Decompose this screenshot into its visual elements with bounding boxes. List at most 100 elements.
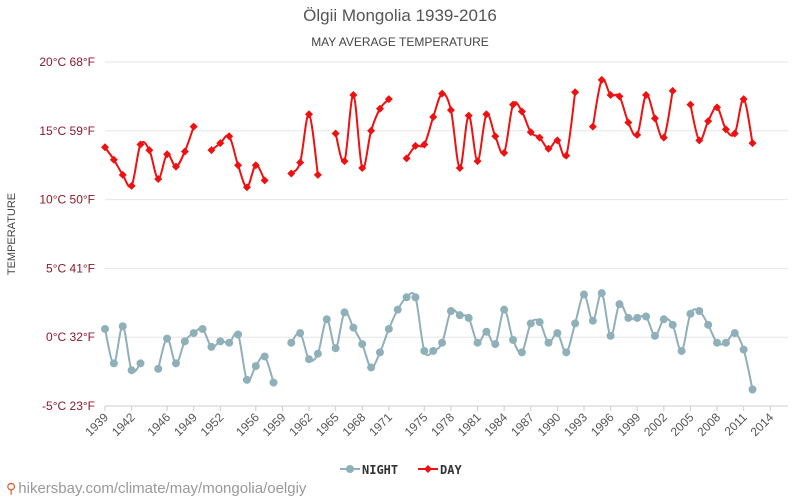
- data-point: [154, 364, 163, 373]
- data-point: [367, 126, 376, 135]
- data-point: [464, 313, 473, 322]
- data-point: [579, 290, 588, 299]
- data-point: [420, 346, 429, 355]
- data-point: [402, 154, 411, 163]
- data-point: [517, 348, 526, 357]
- data-point: [642, 91, 651, 100]
- data-point: [509, 100, 518, 109]
- x-tick-label: 1987: [508, 410, 537, 439]
- data-point: [216, 337, 225, 346]
- data-point: [615, 300, 624, 309]
- data-point: [216, 139, 225, 148]
- data-point: [668, 320, 677, 329]
- y-tick-label: 20°C 68°F: [39, 55, 95, 69]
- data-point: [562, 151, 571, 160]
- legend: NIGHT DAY: [0, 463, 800, 479]
- x-tick-label: 2014: [748, 410, 777, 439]
- data-point: [340, 308, 349, 317]
- data-point: [313, 170, 322, 179]
- data-point: [748, 385, 757, 394]
- data-point: [730, 329, 739, 338]
- data-point: [198, 324, 207, 333]
- legend-day-marker-icon: [418, 465, 438, 473]
- legend-item-night[interactable]: NIGHT: [340, 463, 398, 477]
- data-point: [358, 340, 367, 349]
- data-point: [650, 114, 659, 123]
- data-point: [686, 309, 695, 318]
- data-point: [349, 91, 358, 100]
- data-point: [101, 324, 109, 333]
- data-point: [571, 319, 580, 328]
- data-point: [420, 140, 429, 149]
- x-tick-label: 2008: [694, 410, 723, 439]
- legend-night-label: NIGHT: [362, 463, 399, 477]
- data-point: [331, 129, 340, 138]
- data-point: [287, 169, 296, 178]
- data-point: [393, 305, 402, 314]
- legend-item-day[interactable]: DAY: [418, 463, 462, 477]
- x-tick-label: 1971: [366, 410, 395, 439]
- x-tick-label: 2002: [641, 410, 670, 439]
- data-point: [473, 338, 482, 347]
- data-point: [659, 315, 668, 324]
- data-point: [375, 348, 384, 357]
- data-point: [615, 92, 624, 101]
- data-point: [695, 307, 704, 316]
- data-point: [482, 110, 491, 119]
- data-point: [375, 104, 384, 113]
- data-point: [251, 161, 260, 170]
- x-tick-label: 1993: [561, 410, 590, 439]
- data-point: [588, 316, 597, 325]
- series-line: [290, 113, 319, 175]
- data-point: [322, 315, 331, 324]
- data-point: [269, 378, 278, 387]
- data-point: [473, 157, 482, 166]
- data-point: [180, 147, 189, 156]
- series-night: [101, 289, 757, 394]
- footer-link[interactable]: ⚲ hikersbay.com/climate/may/mongolia/oelg…: [6, 480, 306, 497]
- legend-night-marker-icon: [340, 465, 360, 473]
- data-point: [464, 111, 473, 120]
- data-point: [686, 100, 695, 109]
- data-point: [136, 140, 145, 149]
- data-point: [500, 148, 509, 157]
- x-tick-label: 2005: [668, 410, 697, 439]
- data-point: [633, 313, 642, 322]
- data-point: [659, 133, 668, 142]
- data-point: [438, 338, 447, 347]
- data-point: [296, 329, 305, 338]
- data-point: [713, 103, 722, 112]
- series-day: [101, 75, 757, 192]
- data-point: [296, 158, 305, 167]
- data-point: [455, 311, 464, 320]
- x-tick-label: 1939: [82, 410, 111, 439]
- data-point: [562, 348, 571, 357]
- data-point: [331, 344, 340, 353]
- data-point: [189, 122, 198, 131]
- data-point: [358, 163, 367, 172]
- data-point: [109, 155, 118, 164]
- x-tick-label: 1949: [171, 410, 200, 439]
- footer-url: hikersbay.com/climate/may/mongolia/oelgi…: [18, 480, 307, 497]
- data-point: [402, 293, 411, 302]
- data-point: [606, 331, 615, 340]
- data-point: [349, 323, 358, 332]
- data-point: [127, 181, 136, 190]
- x-tick-label: 1968: [340, 410, 369, 439]
- data-point: [624, 118, 633, 127]
- data-point: [109, 359, 118, 368]
- data-point: [384, 324, 393, 333]
- x-tick-label: 2011: [722, 410, 750, 438]
- data-point: [571, 88, 580, 97]
- x-tick-label: 1959: [260, 410, 289, 439]
- data-point: [207, 342, 216, 351]
- data-point: [544, 144, 553, 153]
- data-point: [367, 363, 376, 372]
- data-point: [455, 163, 464, 172]
- data-point: [677, 346, 686, 355]
- data-point: [624, 313, 633, 322]
- data-point: [597, 289, 606, 298]
- data-point: [305, 110, 314, 119]
- data-point: [145, 146, 154, 155]
- chart-subtitle: MAY AVERAGE TEMPERATURE: [311, 35, 489, 49]
